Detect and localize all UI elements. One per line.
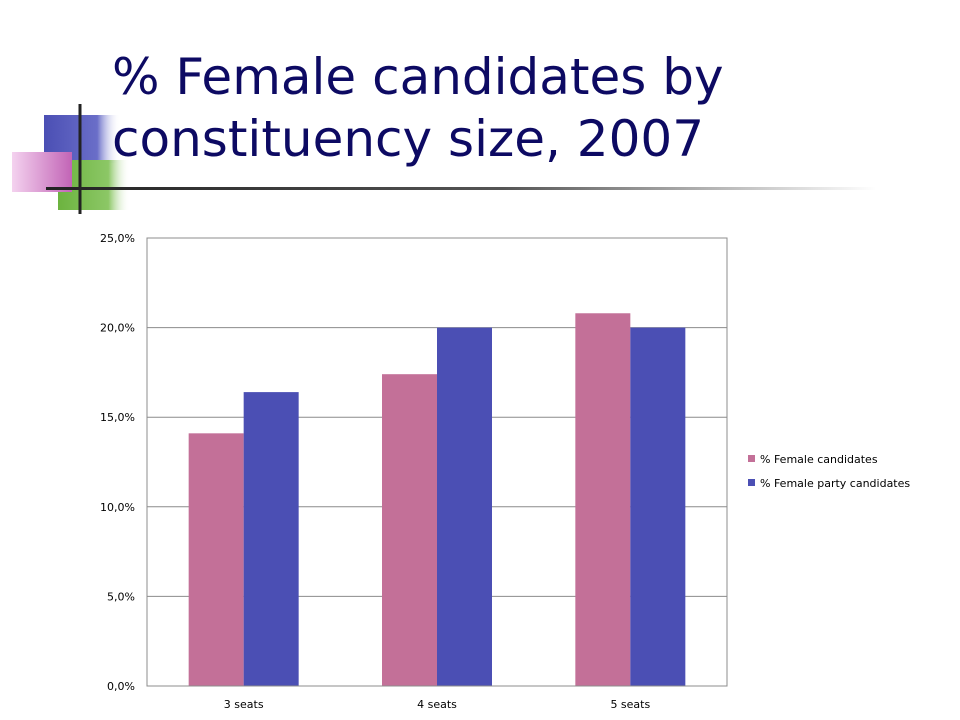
bar-1-3 [575,313,631,686]
legend-swatch-2 [748,479,755,486]
y-tick-label: 10,0% [100,501,135,514]
bar-2-1 [243,392,299,686]
bar-1-1 [188,433,244,686]
y-tick-label: 5,0% [107,590,135,603]
legend-label-2: % Female party candidates [760,477,910,490]
x-category-label: 3 seats [224,698,264,711]
bar-2-3 [630,327,686,686]
axes: 0,0% 5,0% 10,0% 15,0% 20,0% 25,0% 3 seats 4 sea… [100,232,728,711]
y-tick-label: 25,0% [100,232,135,245]
bar-1-2 [382,374,437,686]
legend-label-1: % Female candidates [760,453,878,466]
legend-swatch-1 [748,455,755,462]
y-tick-label: 20,0% [100,322,135,335]
slide-title: % Female candidates by constituency size… [112,48,724,168]
bars [188,313,686,686]
y-tick-label: 15,0% [100,411,135,424]
legend: % Female candidates % Female party candid… [748,453,910,490]
x-category-label: 5 seats [610,698,650,711]
title-rule [46,187,876,190]
plot-area-border [146,237,728,687]
x-category-label: 4 seats [417,698,457,711]
title-decoration [12,104,130,214]
y-tick-label: 0,0% [107,680,135,693]
decor-pink-square [12,152,72,192]
bar-2-2 [437,327,492,686]
